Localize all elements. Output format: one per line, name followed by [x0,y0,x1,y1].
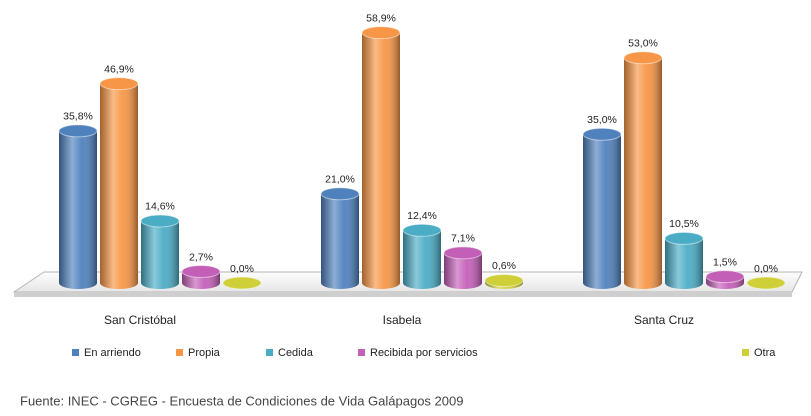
value-label: 14,6% [145,201,175,213]
bar-top [746,276,786,290]
legend-swatch [266,349,273,356]
value-label: 35,0% [587,114,617,126]
bar-shade [141,220,179,283]
x-tick-label: Isabela [383,313,422,327]
bar [140,214,180,289]
bar [705,270,745,289]
value-label: 46,9% [104,63,134,75]
value-label: 7,1% [451,233,475,245]
value-label: 35,8% [63,111,93,123]
bar-shade [321,193,359,283]
value-label: 0,6% [492,260,516,272]
bar-bottom-shade [182,277,220,289]
value-label: 58,9% [366,12,396,24]
bar-top [320,187,360,201]
legend-label: Cedida [278,347,314,359]
value-label: 0,0% [754,263,778,275]
bar [58,124,98,289]
bar-bottom-shade [100,277,138,289]
bar-top [222,276,262,290]
bar-bottom-shade [665,277,703,289]
bar-shade [59,130,97,283]
bar-top [99,77,139,91]
bar-bottom-shade [403,277,441,289]
value-label: 21,0% [325,174,355,186]
plot [58,26,786,290]
legend-label: En arriendo [84,347,141,359]
value-label: 12,4% [407,210,437,222]
bar-bottom-shade [321,277,359,289]
bar [181,265,221,289]
bar-bottom-shade [141,277,179,289]
value-label: 10,5% [669,218,699,230]
bar-bottom-shade [362,277,400,289]
x-tick-label: San Cristóbal [104,313,176,327]
bar [402,223,442,289]
value-label: 2,7% [189,251,213,263]
bar [443,246,483,289]
bar-shade [100,83,138,283]
source-note: Fuente: INEC - CGREG - Encuesta de Condi… [20,393,463,408]
bar-top [705,270,745,284]
bar-bottom-shade [59,277,97,289]
bar-top [443,246,483,260]
legend-label: Propia [188,347,221,359]
bar-shade [665,238,703,283]
x-tick-label: Santa Cruz [634,313,694,327]
bar [484,273,524,289]
bar-shade [583,134,621,283]
value-label: 1,5% [713,256,737,268]
value-label: 53,0% [628,38,658,50]
bar-top [664,231,704,245]
bar-top [58,124,98,138]
bar-bottom-shade [444,277,482,289]
legend-swatch [72,349,79,356]
bar-bottom-shade [583,277,621,289]
bar-shade [362,32,400,283]
legend-label: Otra [754,347,776,359]
bar-top [140,214,180,228]
bar-top [582,127,622,141]
legend-label: Recibida por servicios [370,347,478,359]
floor-edge [14,292,792,297]
bar-shade [403,230,441,283]
legend-swatch [358,349,365,356]
bar-top [484,273,524,287]
bar [222,276,262,290]
legend-swatch [742,349,749,356]
bar [99,77,139,289]
bar-bottom-shade [624,277,662,289]
bar [623,51,663,289]
bar [582,127,622,289]
bar [664,231,704,289]
bar [320,187,360,289]
bar-top [181,265,221,279]
bar [361,26,401,289]
value-label: 0,0% [230,263,254,275]
bar-top [361,26,401,40]
bar-top [402,223,442,237]
bar-shade [624,57,662,283]
legend-swatch [176,349,183,356]
bar [746,276,786,290]
bar-top [623,51,663,65]
